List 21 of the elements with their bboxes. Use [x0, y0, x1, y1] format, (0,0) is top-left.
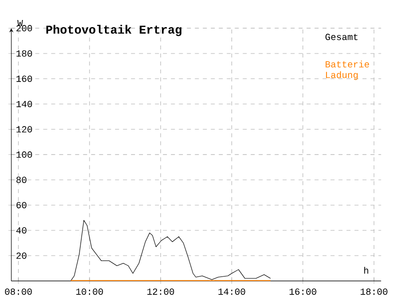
y-axis-title: W [17, 20, 23, 26]
x-axis-title: h [364, 266, 368, 274]
x-tick-label: 12:00 [147, 288, 174, 295]
y-tick-label: 200 [16, 25, 32, 32]
x-tick-label: 08:00 [5, 288, 32, 295]
x-tick-label: 14:00 [218, 288, 246, 295]
y-tick-label: 100 [16, 152, 32, 158]
chart-title: Photovoltaik Ertrag [46, 24, 182, 36]
y-tick-label: 140 [16, 100, 32, 108]
x-tick-label: 16:00 [290, 288, 316, 295]
x-tick-label: 18:00 [360, 288, 388, 295]
x-tick-label: 10:00 [76, 288, 103, 295]
text: Batterie Ladung [326, 60, 370, 80]
y-tick-label: 180 [16, 50, 32, 57]
text: Gesamt [326, 34, 358, 40]
y-tick-label: 20 [16, 252, 26, 259]
y-tick-label: 160 [16, 76, 32, 82]
y-tick-label: 40 [16, 227, 26, 234]
y-tick-label: 60 [16, 202, 26, 208]
y-tick-label: 80 [16, 176, 26, 184]
y-tick-label: 120 [16, 126, 32, 133]
